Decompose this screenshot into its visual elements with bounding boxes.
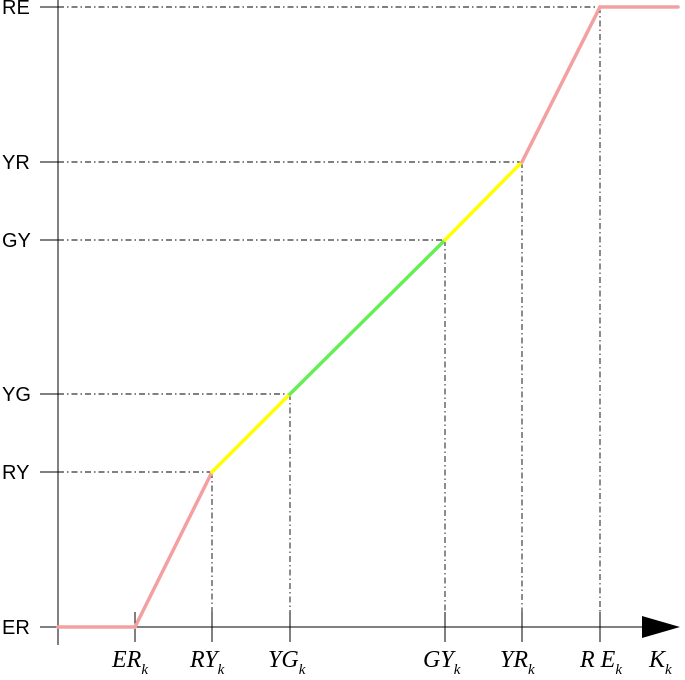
segment-yr-to-re [520,5,602,164]
axes [40,0,680,645]
x-tick-label-ry: RYk [189,647,225,678]
segment-er-to-ry [133,470,214,629]
y-level-label-er: ER [2,617,30,639]
y-level-label-re: RE [2,0,30,19]
x-axis-arrowhead [642,616,680,638]
y-level-label-yr: YR [2,152,30,174]
y-level-label-ry: RY [2,462,29,484]
segment-ry-to-yg [210,392,292,474]
y-level-label-gy: GY [2,230,31,252]
segment-gy-to-yr [443,160,524,242]
x-tick-labels: ERk RYk YGk GYk YRk R Ek Kk [111,647,672,678]
segment-yg-to-gy [288,238,447,396]
piecewise-curve [56,5,680,629]
x-tick-label-gy: GYk [423,647,461,678]
y-level-labels: ER RY YG GY YR RE [2,0,31,639]
x-axis-label: Kk [648,647,672,678]
x-tick-label-yr: YRk [500,647,535,678]
y-level-label-yg: YG [2,384,31,406]
x-tick-label-er: ERk [111,647,148,678]
x-tick-label-re: R Ek [579,647,622,678]
guide-lines [58,6,601,627]
x-tick-label-yg: YGk [268,647,306,678]
